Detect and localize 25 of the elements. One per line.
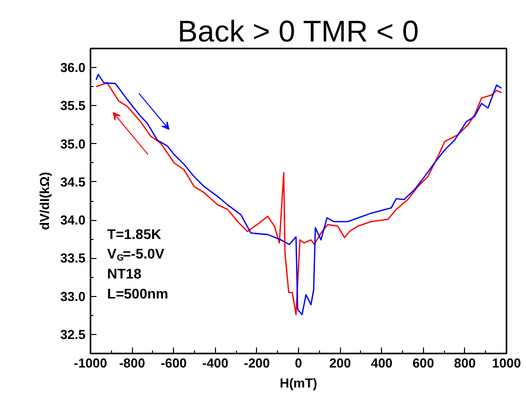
x-tick-label: 200	[329, 356, 351, 370]
y-axis-title: dV/dI(kΩ)	[37, 172, 52, 230]
x-tick-label: 1000	[492, 356, 521, 370]
annotation: NT18	[107, 265, 142, 282]
x-tick-label: -800	[119, 356, 146, 370]
annotation: L=500nm	[107, 285, 168, 302]
x-tick-label: 600	[412, 356, 434, 370]
y-tick-label: 36.0	[60, 60, 86, 76]
y-tick-label: 35.5	[60, 98, 86, 114]
chart-title: Back > 0 TMR < 0	[178, 16, 419, 48]
y-tick-label: 33.5	[60, 250, 86, 266]
y-tick-label: 34.0	[60, 212, 86, 228]
y-tick-label: 32.5	[60, 326, 86, 342]
x-tick-label: 400	[370, 356, 393, 370]
x-tick-label: 800	[454, 356, 476, 370]
x-axis-title: H(mT)	[280, 376, 318, 390]
annotation: T=1.85K	[107, 226, 162, 242]
x-tick-label: -1000	[74, 356, 108, 370]
x-tick-label: 0	[294, 356, 302, 370]
x-tick-label: -200	[244, 356, 270, 370]
y-tick-label: 34.5	[60, 174, 86, 190]
y-tick-label: 33.0	[60, 288, 86, 304]
x-tick-label: -600	[160, 356, 187, 370]
y-tick-label: 35.0	[60, 136, 86, 152]
x-tick-label: -400	[202, 356, 228, 370]
